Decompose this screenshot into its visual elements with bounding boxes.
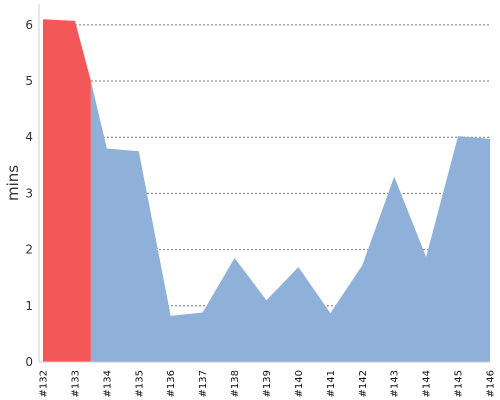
x-tick-label: #143: [390, 370, 401, 397]
x-tick-label: #134: [102, 370, 113, 397]
y-tick-label: 6: [25, 18, 33, 32]
y-tick-label: 3: [25, 186, 33, 200]
series-area: [90, 81, 491, 363]
y-tick-label: 5: [25, 74, 33, 88]
x-tick-label: #138: [230, 370, 241, 397]
x-tick-labels: #132 #133 #134 #135 #136 #137 #138 #139 #140 #141…: [39, 370, 497, 397]
highlight-area: [43, 19, 91, 362]
y-tick-label: 1: [25, 299, 33, 313]
x-tick-label: #137: [198, 370, 209, 397]
x-tick-label: #146: [486, 370, 497, 397]
x-tick-label: #133: [70, 370, 81, 397]
y-tick-label: 0: [25, 355, 33, 369]
x-tick-label: #139: [262, 370, 273, 397]
axes: [38, 4, 490, 363]
x-tick-label: #144: [422, 370, 433, 397]
area-series: [43, 19, 491, 363]
x-tick-label: #142: [358, 370, 369, 397]
x-tick-label: #141: [326, 370, 337, 397]
x-tick-label: #136: [166, 370, 177, 397]
y-tick-label: 2: [25, 243, 33, 257]
x-tick-label: #145: [454, 370, 465, 397]
y-axis-label: mins: [4, 165, 22, 201]
x-tick-label: #135: [134, 370, 145, 397]
y-tick-label: 4: [25, 130, 33, 144]
y-tick-labels: 0 1 2 3 4 5 6: [25, 18, 33, 369]
x-tick-label: #140: [294, 370, 305, 397]
x-tick-label: #132: [39, 370, 50, 397]
